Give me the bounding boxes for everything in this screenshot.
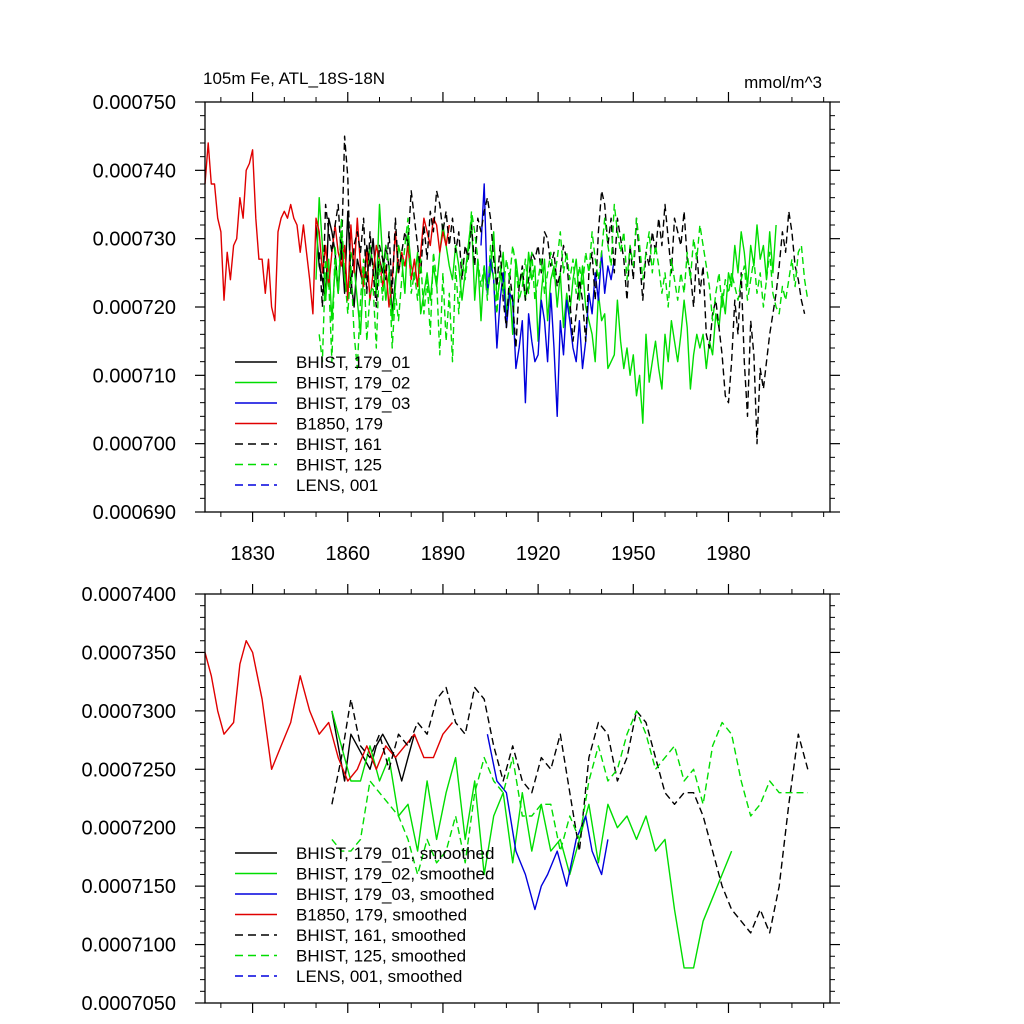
y-tick-label: 0.000730 <box>93 229 176 251</box>
legend-label: BHIST, 179_01 <box>296 353 410 372</box>
series-line-bhist-179-03 <box>480 183 615 417</box>
series-line-bhist-179-02 <box>315 196 777 424</box>
y-tick-label: 0.0007300 <box>81 701 176 723</box>
y-tick-label: 0.0007250 <box>81 759 176 781</box>
bottom-legend: BHIST, 179_01, smoothed BHIST, 179_02, sm… <box>235 844 494 986</box>
bottom-plot-lines <box>204 640 809 969</box>
bottom-y-tick-labels: 0.0007050 0.0007100 0.0007150 0.0007200 0.00… <box>81 584 176 1015</box>
legend-label: BHIST, 179_03, smoothed <box>296 885 494 904</box>
legend-label: BHIST, 125, smoothed <box>296 947 466 966</box>
legend-label: BHIST, 161, smoothed <box>296 926 466 945</box>
y-tick-label: 0.0007050 <box>81 993 176 1015</box>
legend-label: BHIST, 179_02 <box>296 374 410 393</box>
y-tick-label: 0.0007400 <box>81 584 176 606</box>
y-tick-label: 0.000750 <box>93 92 176 114</box>
legend-label: LENS, 001, smoothed <box>296 967 462 986</box>
top-chart-panel: 105m Fe, ATL_18S-18N mmol/m^3 0.0006900.… <box>93 69 840 565</box>
legend-label: B1850, 179 <box>296 415 383 434</box>
x-tick-label: 1890 <box>421 543 466 565</box>
bottom-chart-panel: 0.0007050 0.0007100 0.0007150 0.0007200 0.00… <box>81 584 840 1015</box>
y-tick-label: 0.0007350 <box>81 642 176 664</box>
x-tick-label: 1830 <box>230 543 275 565</box>
legend-label: BHIST, 179_02, smoothed <box>296 865 494 884</box>
legend-label: BHIST, 179_03 <box>296 394 410 413</box>
x-tick-label: 1920 <box>516 543 561 565</box>
top-x-tick-labels: 1830 1860 1890 1920 1950 1980 <box>230 543 750 565</box>
series-line-bhist-179-01-smoothed <box>331 710 416 782</box>
series-line-b1850-179 <box>204 142 450 322</box>
y-tick-label: 0.000720 <box>93 297 176 319</box>
legend-label: B1850, 179, smoothed <box>296 906 467 925</box>
top-chart-units: mmol/m^3 <box>744 73 822 92</box>
legend-label: BHIST, 179_01, smoothed <box>296 844 494 863</box>
y-tick-label: 0.0007200 <box>81 818 176 840</box>
top-axis-ticks <box>195 92 840 522</box>
x-tick-label: 1980 <box>706 543 751 565</box>
y-tick-label: 0.000740 <box>93 160 176 182</box>
y-tick-label: 0.0007150 <box>81 876 176 898</box>
top-y-tick-labels: 0.000690 0.000700 0.000710 0.000720 0.000730… <box>93 92 176 524</box>
bottom-plot-frame <box>204 593 831 1004</box>
series-line-bhist-125-smoothed <box>331 710 808 876</box>
legend-label: BHIST, 161 <box>296 435 382 454</box>
series-line-b1850-179-smoothed <box>204 640 454 782</box>
series-line-bhist-161 <box>318 135 806 445</box>
legend-label: LENS, 001 <box>296 476 378 495</box>
bottom-axis-ticks <box>195 584 840 1013</box>
y-tick-label: 0.000690 <box>93 502 176 524</box>
legend-label: BHIST, 125 <box>296 456 382 475</box>
y-tick-label: 0.000710 <box>93 365 176 387</box>
top-chart-title: 105m Fe, ATL_18S-18N <box>203 69 385 88</box>
series-line-bhist-161-smoothed <box>331 686 809 934</box>
top-plot-lines <box>204 135 809 445</box>
x-tick-label: 1950 <box>611 543 656 565</box>
x-tick-label: 1860 <box>326 543 371 565</box>
y-tick-label: 0.000700 <box>93 434 176 456</box>
y-tick-label: 0.0007100 <box>81 935 176 957</box>
series-line-bhist-179-03-smoothed <box>486 734 609 911</box>
series-line-bhist-125 <box>318 203 809 370</box>
